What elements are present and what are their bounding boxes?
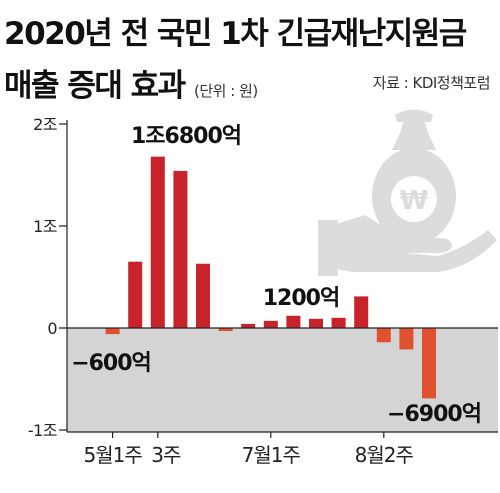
x-tick-label: 5월1주 xyxy=(83,443,142,467)
data-label: 1200억 xyxy=(263,286,339,311)
x-ticks: 5월1주 3주 7월1주 8월2주 xyxy=(83,432,415,467)
source-label: 자료 : KDI정책포럼 xyxy=(372,74,491,92)
bar xyxy=(241,323,256,328)
unit-label: (단위 : 원) xyxy=(194,82,258,100)
bar xyxy=(196,263,210,328)
chart-title-text: 매출 증대 효과 xyxy=(4,68,186,104)
data-label: −600억 xyxy=(71,351,151,376)
bar xyxy=(173,170,188,328)
svg-text:₩: ₩ xyxy=(400,186,429,216)
bar xyxy=(422,328,436,399)
bar xyxy=(263,320,278,328)
bar xyxy=(128,261,143,328)
bar xyxy=(376,328,391,343)
x-tick-label: 7월1주 xyxy=(242,443,301,467)
y-tick-label: 1조 xyxy=(33,217,57,236)
bar xyxy=(286,315,301,328)
y-tick-label: 0 xyxy=(47,319,57,338)
y-tick-label: -1조 xyxy=(28,421,57,440)
y-tick-label: 2조 xyxy=(33,115,57,134)
data-label: −6900억 xyxy=(387,402,481,427)
bar xyxy=(331,317,346,328)
bar xyxy=(218,328,233,332)
bar xyxy=(354,296,369,328)
bar xyxy=(309,318,323,328)
data-label: 1조6800억 xyxy=(131,124,241,149)
y-ticks: 2조 1조 0 -1조 xyxy=(28,115,67,440)
bar xyxy=(399,328,414,350)
chart-title-line2: 매출 증대 효과 (단위 : 원) xyxy=(4,60,258,105)
annotations: −600억 1조6800억 1200억 −6900억 xyxy=(71,124,482,427)
chart-title-line1: 2020년 전 국민 1차 긴급재난지원금 xyxy=(4,16,467,52)
bar xyxy=(105,328,120,335)
money-bag-on-hand-icon: ₩ xyxy=(318,109,497,276)
x-tick-label: 3주 xyxy=(151,443,181,467)
bars xyxy=(105,156,436,399)
bar xyxy=(150,156,165,328)
x-tick-label: 8월2주 xyxy=(355,443,414,467)
